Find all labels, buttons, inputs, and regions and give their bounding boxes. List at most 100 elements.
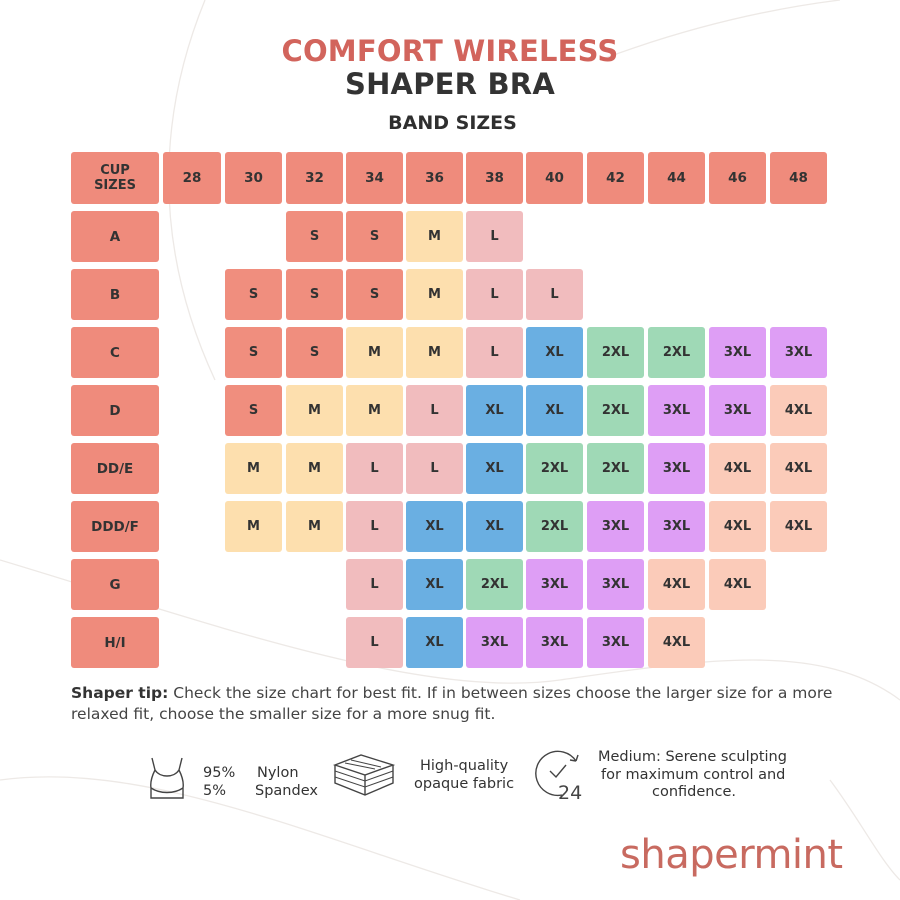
size-cell: M — [406, 211, 463, 262]
size-cell: L — [466, 269, 523, 320]
size-cell: 4XL — [770, 501, 827, 552]
size-cell: XL — [406, 559, 463, 610]
size-cell: 2XL — [526, 443, 583, 494]
medium-line-2: for maximum control and — [601, 767, 786, 783]
band-header-46: 46 — [709, 152, 766, 204]
size-cell: 4XL — [648, 617, 705, 668]
clock-number: 24 — [558, 782, 582, 803]
size-cell: M — [346, 327, 403, 378]
size-cell: 3XL — [526, 559, 583, 610]
size-cell: XL — [406, 501, 463, 552]
cup-row-label: DDD/F — [71, 501, 159, 552]
size-cell: L — [406, 385, 463, 436]
size-cell: 4XL — [709, 501, 766, 552]
size-cell: S — [286, 327, 343, 378]
shaper-tip: Shaper tip: Check the size chart for bes… — [71, 683, 871, 725]
shaper-tip-label: Shaper tip: — [71, 684, 169, 702]
size-cell: 2XL — [648, 327, 705, 378]
size-cell: XL — [466, 501, 523, 552]
band-header-48: 48 — [770, 152, 827, 204]
size-cell: 2XL — [587, 327, 644, 378]
size-cell: L — [466, 211, 523, 262]
size-cell: L — [346, 501, 403, 552]
size-chart-grid: CUP SIZES 28 30 32 34 36 38 40 42 44 46 48 A S S M L B S S S M… — [71, 152, 827, 668]
medium-line-1: Medium: Serene sculpting — [598, 749, 787, 765]
size-cell: XL — [466, 385, 523, 436]
size-cell: XL — [466, 443, 523, 494]
pct-nylon: 95% — [203, 765, 236, 781]
size-cell: 4XL — [709, 559, 766, 610]
band-header-28: 28 — [163, 152, 221, 204]
size-cell: 3XL — [709, 327, 766, 378]
size-cell: XL — [406, 617, 463, 668]
cup-sizes-header: CUP SIZES — [71, 152, 159, 204]
cup-row-label: A — [71, 211, 159, 262]
size-cell: L — [346, 617, 403, 668]
size-cell: S — [286, 269, 343, 320]
cup-sizes-header-label: CUP SIZES — [94, 163, 136, 193]
size-cell: S — [225, 327, 282, 378]
band-header-38: 38 — [466, 152, 523, 204]
size-cell: S — [225, 269, 282, 320]
size-cell: 3XL — [587, 501, 644, 552]
size-cell: M — [406, 327, 463, 378]
band-header-36: 36 — [406, 152, 463, 204]
band-header-30: 30 — [225, 152, 282, 204]
title-line-1: COMFORT WIRELESS — [281, 34, 619, 68]
size-cell: 2XL — [587, 443, 644, 494]
size-cell: M — [225, 443, 282, 494]
shapermint-logo: shapermint — [620, 832, 843, 878]
size-cell: L — [526, 269, 583, 320]
size-cell: L — [466, 327, 523, 378]
size-cell: 4XL — [709, 443, 766, 494]
material-spandex: Spandex — [255, 783, 318, 799]
size-cell: M — [286, 385, 343, 436]
band-header-40: 40 — [526, 152, 583, 204]
band-sizes-heading: BAND SIZES — [388, 112, 517, 134]
size-cell: 3XL — [587, 559, 644, 610]
size-cell: M — [346, 385, 403, 436]
clock-24-icon: 24 — [535, 750, 582, 803]
size-cell: S — [346, 269, 403, 320]
size-cell: 3XL — [648, 385, 705, 436]
medium-line-3: confidence. — [652, 784, 736, 800]
cup-row-label: DD/E — [71, 443, 159, 494]
size-cell: 3XL — [526, 617, 583, 668]
size-cell: 4XL — [770, 385, 827, 436]
material-nylon: Nylon — [257, 765, 299, 781]
cup-row-label: G — [71, 559, 159, 610]
size-cell: 3XL — [648, 443, 705, 494]
size-cell: M — [286, 443, 343, 494]
fabric-line-1: High-quality — [420, 758, 509, 774]
cup-row-label: B — [71, 269, 159, 320]
size-cell: XL — [526, 327, 583, 378]
size-cell: L — [346, 559, 403, 610]
pct-spandex: 5% — [203, 783, 227, 799]
size-cell: 3XL — [709, 385, 766, 436]
title-line-2: SHAPER BRA — [345, 67, 555, 101]
band-header-32: 32 — [286, 152, 343, 204]
size-cell: L — [346, 443, 403, 494]
size-cell: 4XL — [648, 559, 705, 610]
size-cell: 4XL — [770, 443, 827, 494]
size-cell: 2XL — [466, 559, 523, 610]
cup-row-label: H/I — [71, 617, 159, 668]
band-header-42: 42 — [587, 152, 644, 204]
fabric-layers-icon — [332, 754, 396, 796]
cup-row-label: C — [71, 327, 159, 378]
size-cell: XL — [526, 385, 583, 436]
size-cell: 2XL — [587, 385, 644, 436]
size-cell: L — [406, 443, 463, 494]
size-cell: S — [286, 211, 343, 262]
size-cell: 3XL — [587, 617, 644, 668]
size-cell: 2XL — [526, 501, 583, 552]
cup-row-label: D — [71, 385, 159, 436]
shaper-tip-text: Check the size chart for best fit. If in… — [71, 684, 833, 723]
size-cell: S — [346, 211, 403, 262]
size-cell: 3XL — [770, 327, 827, 378]
size-cell: M — [406, 269, 463, 320]
size-cell: M — [286, 501, 343, 552]
band-header-44: 44 — [648, 152, 705, 204]
band-header-34: 34 — [346, 152, 403, 204]
bra-icon — [150, 757, 184, 799]
